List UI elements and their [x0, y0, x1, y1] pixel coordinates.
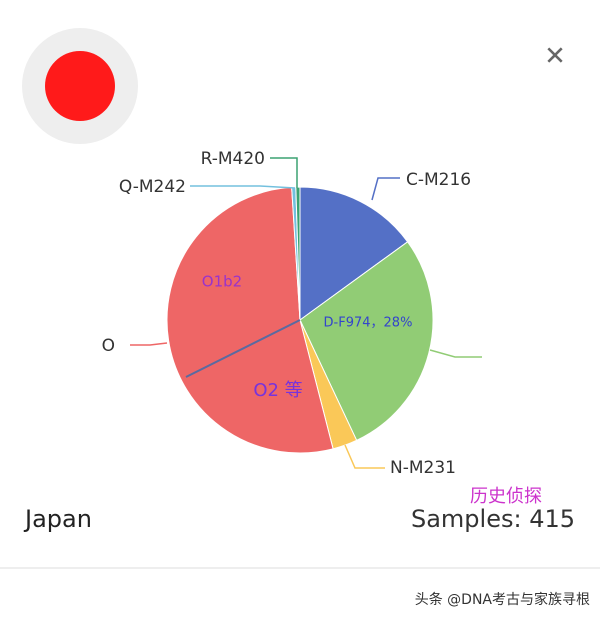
annotation-divider: [185, 319, 301, 378]
pie-slice: [166, 186, 334, 454]
leader-line: [344, 444, 385, 469]
slice-label: D-F974，28%: [324, 316, 413, 331]
annotation: O2 等: [253, 380, 302, 401]
country: Japan: [23, 505, 92, 533]
flag: [45, 51, 115, 121]
leader-line: [190, 185, 296, 189]
footer: 头条 @DNA考古与家族寻根: [415, 591, 590, 608]
slice-label: R-M420: [201, 149, 265, 169]
leader-line: [429, 349, 482, 358]
stamp: 历史侦探: [470, 486, 542, 507]
slice-label: C-M216: [406, 170, 471, 190]
annotation: O1b2: [202, 273, 242, 291]
close-button[interactable]: ✕: [544, 42, 566, 72]
slice-label: Q-M242: [119, 177, 186, 197]
pie-slice: [299, 186, 409, 321]
pie-slice: [295, 186, 301, 321]
leader-line: [270, 157, 298, 188]
leader-line: [130, 342, 168, 346]
leader-line: [371, 177, 400, 201]
pie-slice: [299, 241, 434, 442]
slice-label: N-M231: [390, 458, 456, 478]
samples: Samples: 415: [411, 505, 575, 533]
pie: C-M216 D-F974，28% N-M231 O Q-M242 R-M420 O1b2 O…: [102, 149, 482, 478]
slice-label: O: [102, 336, 115, 356]
